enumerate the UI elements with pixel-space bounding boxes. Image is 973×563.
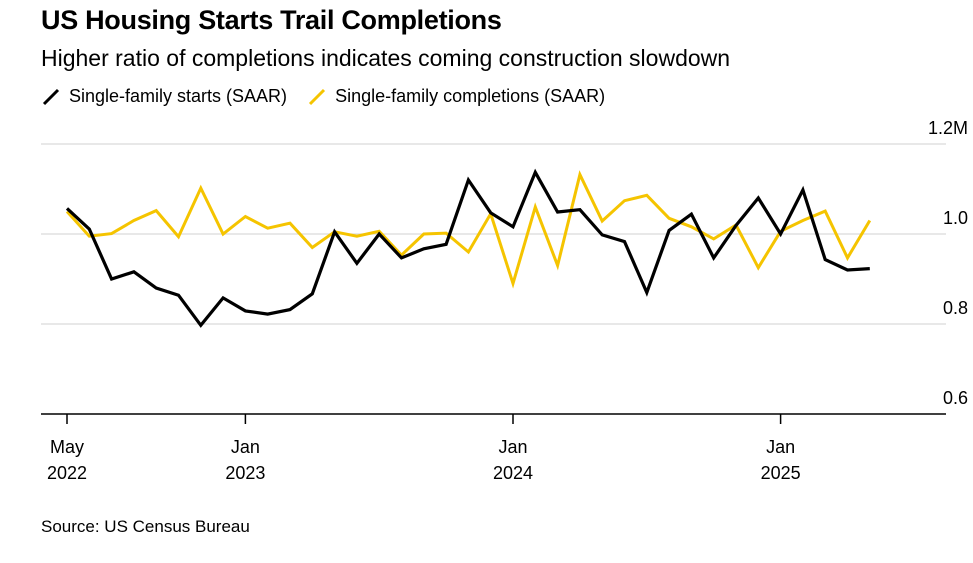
series-line-completions [65, 170, 872, 289]
y-tick-label-2: 0.8 [943, 298, 968, 318]
y-tick-label-3: 0.6 [943, 388, 968, 408]
x-tick-label-3-line1: Jan [766, 437, 795, 457]
x-tick-label-0-line2: 2022 [47, 463, 87, 483]
legend-swatch-starts-line [42, 88, 60, 105]
legend-item-completions: Single-family completions (SAAR) [307, 86, 605, 107]
x-tick-label-0-line1: May [50, 437, 84, 457]
x-tick-label-3-line2: 2025 [761, 463, 801, 483]
x-tick-label-1-line2: 2023 [225, 463, 265, 483]
chart-source: Source: US Census Bureau [41, 517, 250, 536]
x-tick-label-2-line1: Jan [498, 437, 527, 457]
legend-label-starts: Single-family starts (SAAR) [69, 86, 288, 106]
y-tick-label-1: 1.0 [943, 208, 968, 228]
legend-swatch-starts [42, 88, 60, 105]
y-tick-label-0: 1.2M [928, 118, 968, 138]
chart-subtitle: Higher ratio of completions indicates co… [41, 45, 731, 71]
legend-label-completions: Single-family completions (SAAR) [335, 86, 606, 106]
x-tick-label-2-line2: 2024 [493, 463, 533, 483]
x-tick-label-1-line1: Jan [231, 437, 260, 457]
legend-item-starts: Single-family starts (SAAR) [41, 86, 287, 107]
legend-swatch-completions-line [309, 88, 326, 105]
chart-legend: Single-family starts (SAAR) Single-famil… [41, 86, 625, 107]
legend-swatch-completions [309, 88, 326, 105]
series-line-starts [65, 168, 870, 328]
chart-title: US Housing Starts Trail Completions [41, 5, 502, 35]
